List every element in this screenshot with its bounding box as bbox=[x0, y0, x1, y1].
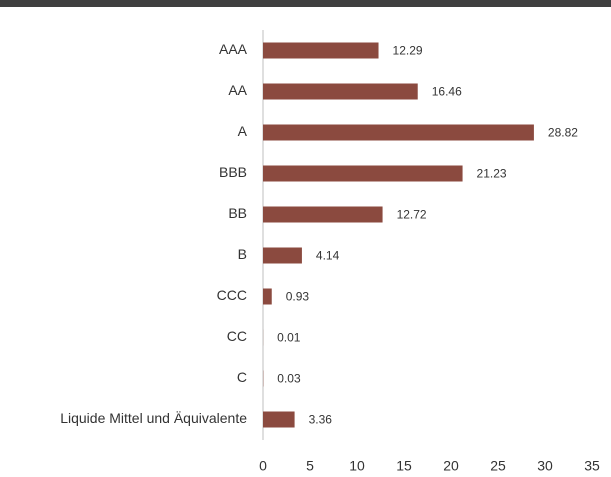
x-tick-label: 20 bbox=[443, 458, 459, 474]
x-tick-label: 30 bbox=[537, 458, 553, 474]
data-label: 0.93 bbox=[286, 290, 310, 304]
data-label: 0.01 bbox=[277, 331, 301, 345]
x-tick-label: 35 bbox=[584, 458, 600, 474]
y-tick-label: B bbox=[238, 246, 247, 262]
top-band bbox=[0, 0, 611, 7]
y-tick-label: BBB bbox=[219, 164, 247, 180]
data-label: 3.36 bbox=[309, 413, 333, 427]
bar bbox=[263, 165, 463, 182]
x-tick-label: 25 bbox=[490, 458, 506, 474]
bar bbox=[263, 288, 272, 305]
bar bbox=[263, 124, 534, 141]
bar bbox=[263, 42, 379, 59]
data-label: 21.23 bbox=[477, 167, 507, 181]
y-tick-label: AAA bbox=[219, 41, 248, 57]
y-tick-label: BB bbox=[228, 205, 247, 221]
data-label: 0.03 bbox=[277, 372, 301, 386]
y-tick-label: CCC bbox=[217, 287, 247, 303]
x-tick-label: 0 bbox=[259, 458, 267, 474]
y-tick-label: CC bbox=[227, 328, 247, 344]
y-tick-label: C bbox=[237, 369, 247, 385]
data-label: 4.14 bbox=[316, 249, 340, 263]
x-tick-label: 10 bbox=[349, 458, 365, 474]
bar bbox=[263, 83, 418, 100]
bar bbox=[263, 247, 302, 264]
data-label: 12.72 bbox=[397, 208, 427, 222]
y-tick-label: Liquide Mittel und Äquivalente bbox=[60, 410, 247, 426]
data-label: 28.82 bbox=[548, 126, 578, 140]
x-tick-label: 5 bbox=[306, 458, 314, 474]
bar bbox=[263, 411, 295, 428]
data-label: 16.46 bbox=[432, 85, 462, 99]
y-tick-label: AA bbox=[228, 82, 247, 98]
data-label: 12.29 bbox=[393, 44, 423, 58]
bar bbox=[263, 206, 383, 223]
x-tick-label: 15 bbox=[396, 458, 412, 474]
y-tick-label: A bbox=[238, 123, 248, 139]
